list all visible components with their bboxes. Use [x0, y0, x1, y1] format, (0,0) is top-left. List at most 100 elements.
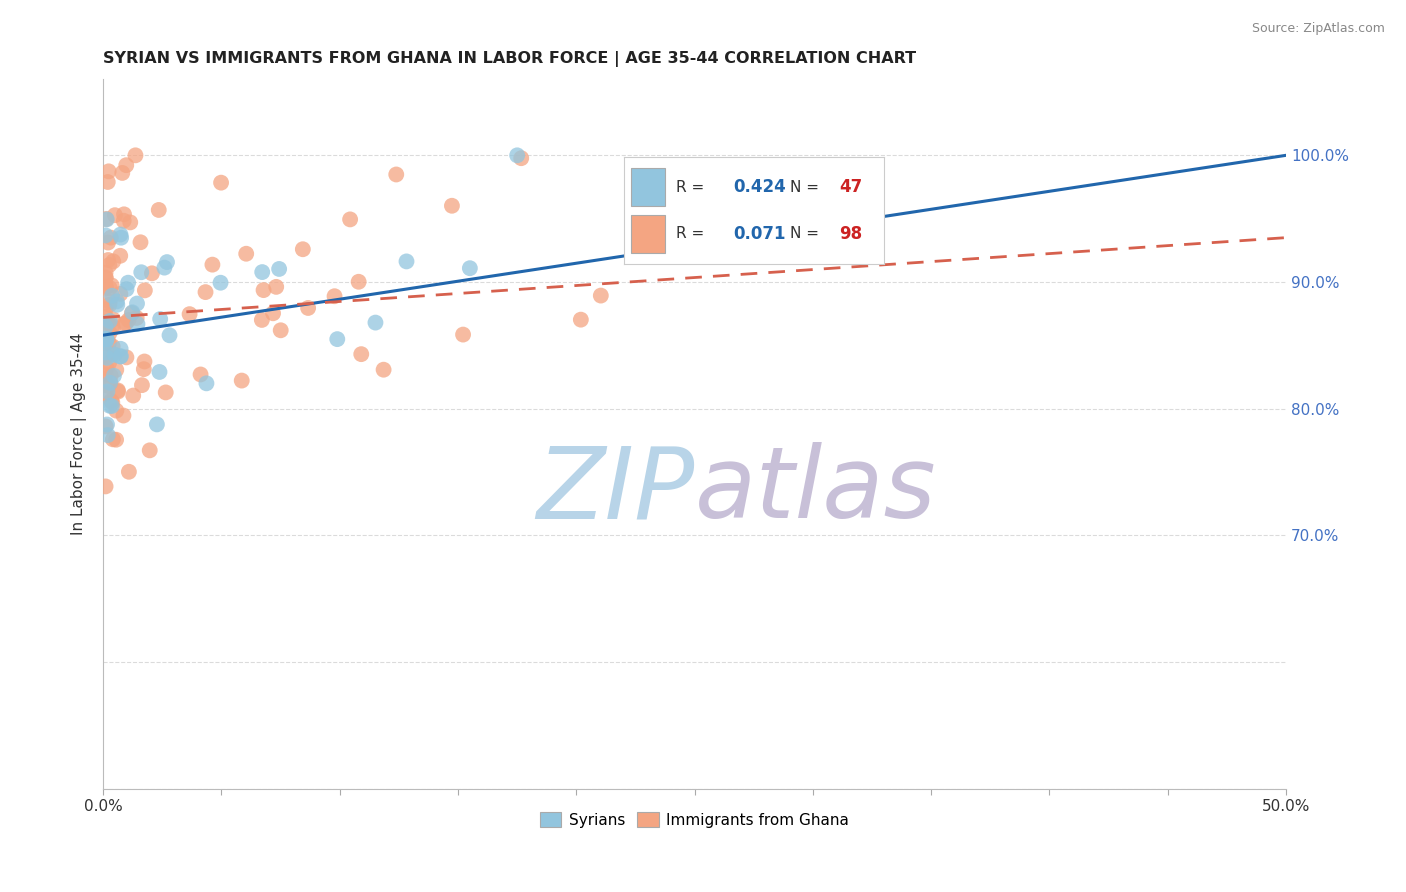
Text: Source: ZipAtlas.com: Source: ZipAtlas.com — [1251, 22, 1385, 36]
Point — [129, 235, 152, 250]
Point — [121, 306, 143, 320]
Point — [96, 351, 118, 365]
Point — [105, 363, 128, 377]
Point — [98, 356, 121, 370]
Point — [153, 260, 176, 275]
Point — [98, 298, 121, 312]
Point — [262, 306, 284, 320]
Point — [105, 433, 128, 447]
Point — [101, 319, 124, 334]
Point — [94, 302, 117, 317]
Point — [112, 213, 135, 227]
Point — [94, 386, 117, 401]
Point — [108, 350, 131, 364]
Point — [105, 298, 128, 312]
Point — [231, 374, 253, 388]
Point — [94, 271, 117, 285]
Point — [291, 242, 314, 256]
Point — [110, 249, 132, 263]
Point — [510, 151, 533, 165]
Point — [104, 348, 127, 362]
Point — [146, 417, 169, 432]
Point — [94, 281, 117, 295]
Point — [111, 166, 134, 180]
Point — [105, 294, 128, 309]
Point — [98, 258, 121, 272]
Point — [451, 327, 474, 342]
Point — [115, 282, 138, 296]
Point — [101, 395, 124, 409]
Point — [96, 332, 118, 346]
Point — [94, 479, 117, 493]
Point — [148, 202, 170, 217]
Point — [270, 323, 292, 337]
Point — [117, 313, 139, 327]
Point — [103, 254, 125, 268]
Point — [209, 176, 232, 190]
Point — [94, 319, 117, 334]
Point — [131, 378, 153, 392]
Point — [107, 384, 129, 399]
Point — [107, 384, 129, 398]
Point — [100, 230, 122, 244]
Point — [96, 212, 118, 227]
Point — [134, 354, 156, 368]
Point — [105, 403, 128, 417]
Text: SYRIAN VS IMMIGRANTS FROM GHANA IN LABOR FORCE | AGE 35-44 CORRELATION CHART: SYRIAN VS IMMIGRANTS FROM GHANA IN LABOR… — [103, 51, 917, 67]
Point — [115, 316, 138, 330]
Point — [201, 258, 224, 272]
Point — [235, 246, 257, 260]
Point — [156, 255, 179, 269]
Point — [138, 443, 160, 458]
Point — [129, 265, 152, 279]
Point — [94, 315, 117, 329]
Text: ZIP: ZIP — [536, 442, 695, 539]
Point — [115, 351, 138, 365]
Point — [110, 230, 132, 244]
Point — [94, 332, 117, 346]
Point — [97, 252, 120, 267]
Point — [97, 428, 120, 442]
Point — [96, 417, 118, 432]
Point — [101, 433, 124, 447]
Point — [101, 321, 124, 335]
Point — [124, 148, 146, 162]
Point — [118, 465, 141, 479]
Point — [179, 307, 201, 321]
Point — [96, 361, 118, 376]
Point — [98, 326, 121, 340]
Point — [100, 278, 122, 293]
Point — [323, 289, 346, 303]
Point — [112, 207, 135, 221]
Point — [97, 335, 120, 350]
Point — [373, 362, 395, 376]
Point — [103, 368, 125, 383]
Point — [132, 362, 155, 376]
Text: atlas: atlas — [695, 442, 936, 539]
Point — [159, 328, 181, 343]
Point — [252, 283, 274, 297]
Point — [326, 332, 349, 346]
Point — [120, 215, 142, 229]
Point — [96, 332, 118, 346]
Point — [127, 317, 149, 331]
Point — [100, 393, 122, 408]
Point — [98, 399, 121, 413]
Point — [104, 208, 127, 222]
Point — [458, 261, 481, 276]
Point — [101, 289, 124, 303]
Point — [347, 275, 370, 289]
Point — [110, 349, 132, 363]
Point — [96, 384, 118, 399]
Point — [122, 388, 145, 402]
Point — [94, 228, 117, 243]
Point — [264, 280, 287, 294]
Point — [339, 212, 361, 227]
Point — [125, 296, 148, 310]
Point — [94, 368, 117, 382]
Point — [569, 312, 592, 326]
Point — [101, 347, 124, 361]
Point — [117, 276, 139, 290]
Point — [97, 316, 120, 330]
Point — [364, 316, 387, 330]
